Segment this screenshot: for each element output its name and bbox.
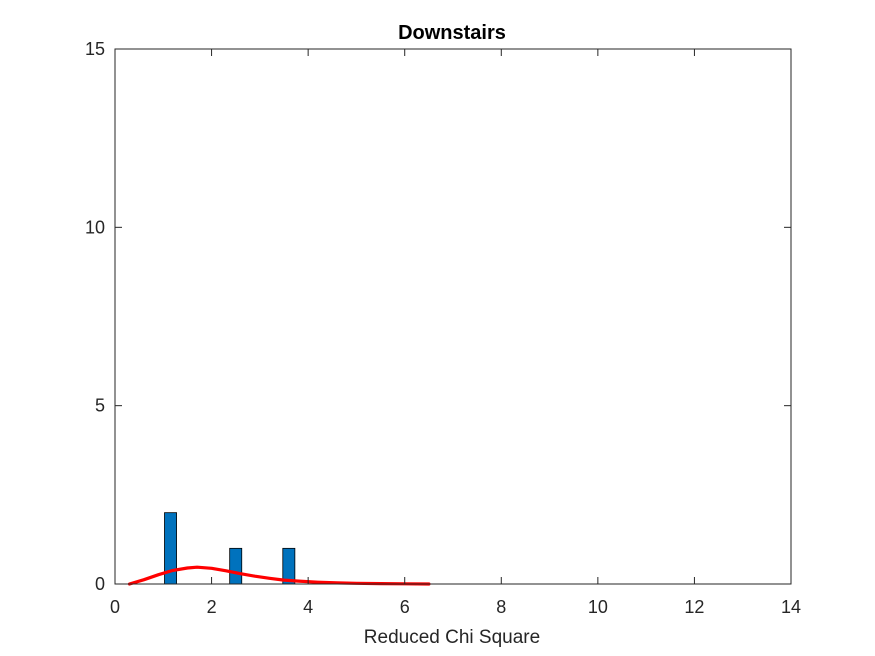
x-tick-label: 0	[110, 597, 120, 617]
x-axis-ticks: 0 2 4 6 8 10 12 14	[110, 49, 801, 617]
y-axis-ticks: 0 5 10 15	[85, 39, 791, 594]
x-axis-label: Reduced Chi Square	[364, 627, 540, 648]
x-tick-label: 14	[781, 597, 801, 617]
x-tick-label: 6	[400, 597, 410, 617]
histogram-bar	[229, 547, 243, 585]
x-tick-label: 8	[496, 597, 506, 617]
bars-layer	[164, 512, 296, 585]
x-tick-label: 2	[207, 597, 217, 617]
y-tick-label: 15	[85, 39, 105, 59]
plot-frame	[114, 48, 792, 585]
x-tick-label: 10	[588, 597, 608, 617]
y-tick-label: 0	[95, 574, 105, 594]
fit-curve	[127, 565, 431, 586]
x-tick-label: 12	[684, 597, 704, 617]
y-tick-label: 5	[95, 396, 105, 416]
fit-curve-layer	[127, 565, 431, 586]
x-tick-label: 4	[303, 597, 313, 617]
y-tick-label: 10	[85, 217, 105, 237]
chart-title: Downstairs	[398, 22, 506, 44]
